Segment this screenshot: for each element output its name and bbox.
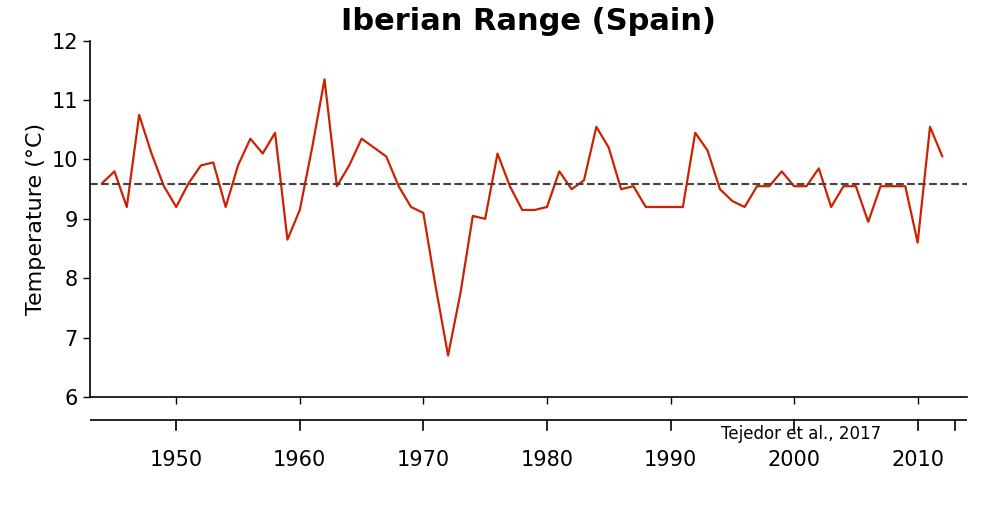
Text: 1970: 1970 [397, 450, 450, 470]
Text: 2010: 2010 [891, 450, 944, 470]
Title: Iberian Range (Spain): Iberian Range (Spain) [341, 7, 716, 36]
Y-axis label: Temperature (°C): Temperature (°C) [26, 123, 46, 315]
Text: 2000: 2000 [768, 450, 821, 470]
Text: Tejedor et al., 2017: Tejedor et al., 2017 [722, 425, 881, 443]
Text: 1990: 1990 [644, 450, 697, 470]
Text: 1950: 1950 [150, 450, 202, 470]
Text: 1980: 1980 [520, 450, 573, 470]
Text: 1960: 1960 [273, 450, 326, 470]
